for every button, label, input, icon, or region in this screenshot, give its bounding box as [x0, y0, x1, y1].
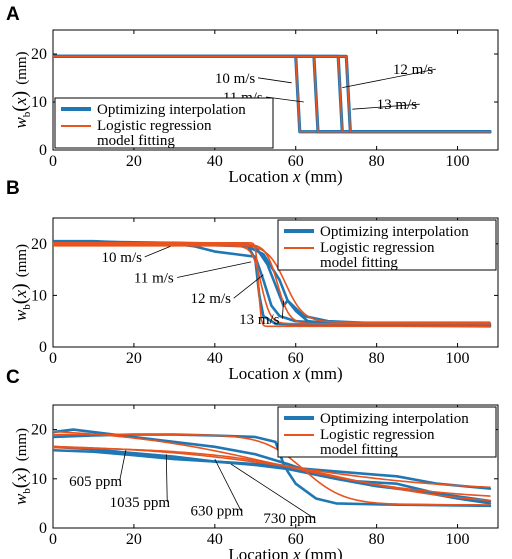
x-tick-label: 80 — [369, 531, 385, 548]
x-tick-label: 40 — [207, 531, 223, 548]
annotation-leader — [214, 458, 242, 511]
plot-frame — [52, 217, 499, 348]
annotation-3: 12 m/s — [191, 291, 232, 307]
interp-line-3 — [53, 448, 492, 505]
plot-area — [53, 239, 492, 328]
annotation-2: 11 m/s — [134, 271, 174, 287]
legend-label-fit-2: model fitting — [320, 255, 398, 271]
legend-box — [277, 219, 497, 271]
annotation-3: 12 m/s — [393, 62, 434, 78]
x-axis-label: Location x (mm) — [228, 364, 342, 383]
plot-area — [53, 428, 492, 508]
x-tick-label: 60 — [288, 153, 304, 170]
annotation-4: 730 ppm — [263, 511, 316, 527]
y-tick-label: 10 — [31, 287, 47, 304]
legend-box — [277, 406, 497, 458]
legend-label-fit-2: model fitting — [97, 133, 175, 149]
x-tick-label: 100 — [446, 153, 470, 170]
annotation-4: 13 m/s — [377, 97, 418, 113]
y-axis-label: wb(x)(mm) — [9, 428, 33, 505]
annotation-3: 630 ppm — [191, 504, 244, 520]
x-tick-label: 20 — [126, 350, 142, 367]
legend-label-interp: Optimizing interpolation — [320, 224, 469, 240]
legend-label-interp: Optimizing interpolation — [97, 102, 246, 118]
annotation-leader — [165, 454, 168, 502]
interp-line-1 — [53, 428, 492, 503]
x-tick-label: 40 — [207, 350, 223, 367]
panel-b: B 0 20 40 60 80 100 0 10 20 Location x (mm) wb(x)(m… — [6, 178, 499, 383]
x-tick-label: 100 — [446, 350, 470, 367]
plot-area — [53, 54, 492, 134]
panel-c: C 0 20 40 60 80 100 0 10 20 Location x (mm) wb(x)(m… — [6, 367, 499, 559]
y-tick-label: 0 — [39, 339, 47, 356]
fit-line-3 — [53, 243, 491, 325]
x-tick-label: 40 — [207, 153, 223, 170]
y-tick-label: 20 — [31, 46, 47, 63]
fit-line-4 — [53, 433, 491, 506]
annotation-1: 10 m/s — [102, 250, 143, 266]
x-tick-label: 60 — [288, 350, 304, 367]
legend-box — [54, 97, 274, 149]
x-axis-label: Location x (mm) — [228, 167, 342, 186]
panel-label: C — [6, 367, 20, 388]
x-axis-label: Location x (mm) — [228, 545, 342, 559]
annotation-leader — [257, 77, 292, 84]
y-tick-label: 20 — [31, 422, 47, 439]
x-tick-label: 80 — [369, 153, 385, 170]
fit-line-2 — [53, 241, 491, 328]
x-tick-label: 0 — [49, 153, 57, 170]
legend-label-fit-2: model fitting — [320, 442, 398, 458]
panel-label: B — [6, 178, 20, 199]
legend-label-interp: Optimizing interpolation — [320, 411, 469, 427]
annotation-leader — [342, 68, 437, 88]
x-tick-label: 60 — [288, 531, 304, 548]
x-tick-label: 0 — [49, 350, 57, 367]
y-tick-label: 0 — [39, 520, 47, 537]
y-axis-label: wb(x)(mm) — [9, 51, 33, 128]
annotation-leader — [233, 274, 264, 299]
fit-line-4 — [53, 244, 491, 324]
annotation-leader — [177, 261, 252, 278]
annotation-2: 1035 ppm — [110, 495, 171, 511]
annotation-leader — [281, 300, 284, 319]
annotation-leader — [230, 463, 314, 519]
annotation-leader — [352, 103, 420, 110]
annotation-leader — [144, 246, 171, 258]
legend-label-fit: Logistic regression — [320, 240, 435, 256]
y-tick-label: 0 — [39, 142, 47, 159]
x-tick-label: 20 — [126, 531, 142, 548]
x-tick-label: 0 — [49, 531, 57, 548]
x-tick-label: 20 — [126, 153, 142, 170]
fit-line-4 — [53, 55, 491, 133]
annotation-1: 10 m/s — [215, 71, 256, 87]
x-tick-label: 80 — [369, 350, 385, 367]
plot-frame — [52, 29, 499, 151]
y-tick-label: 20 — [31, 236, 47, 253]
panel-a: A 0 20 40 60 80 100 0 10 20 Location x (mm) wb(x)(m… — [6, 4, 499, 186]
y-tick-label: 10 — [31, 94, 47, 111]
legend-label-fit: Logistic regression — [320, 427, 435, 443]
fit-line-3 — [53, 446, 491, 502]
annotation-1: 605 ppm — [69, 474, 122, 490]
legend-label-fit: Logistic regression — [97, 118, 212, 134]
annotation-leader — [119, 450, 127, 482]
annotation-4: 13 m/s — [239, 312, 280, 328]
panel-label: A — [6, 4, 20, 25]
x-tick-label: 100 — [446, 531, 470, 548]
y-axis-label: wb(x)(mm) — [9, 244, 33, 321]
y-tick-label: 10 — [31, 471, 47, 488]
plot-frame — [52, 404, 499, 529]
